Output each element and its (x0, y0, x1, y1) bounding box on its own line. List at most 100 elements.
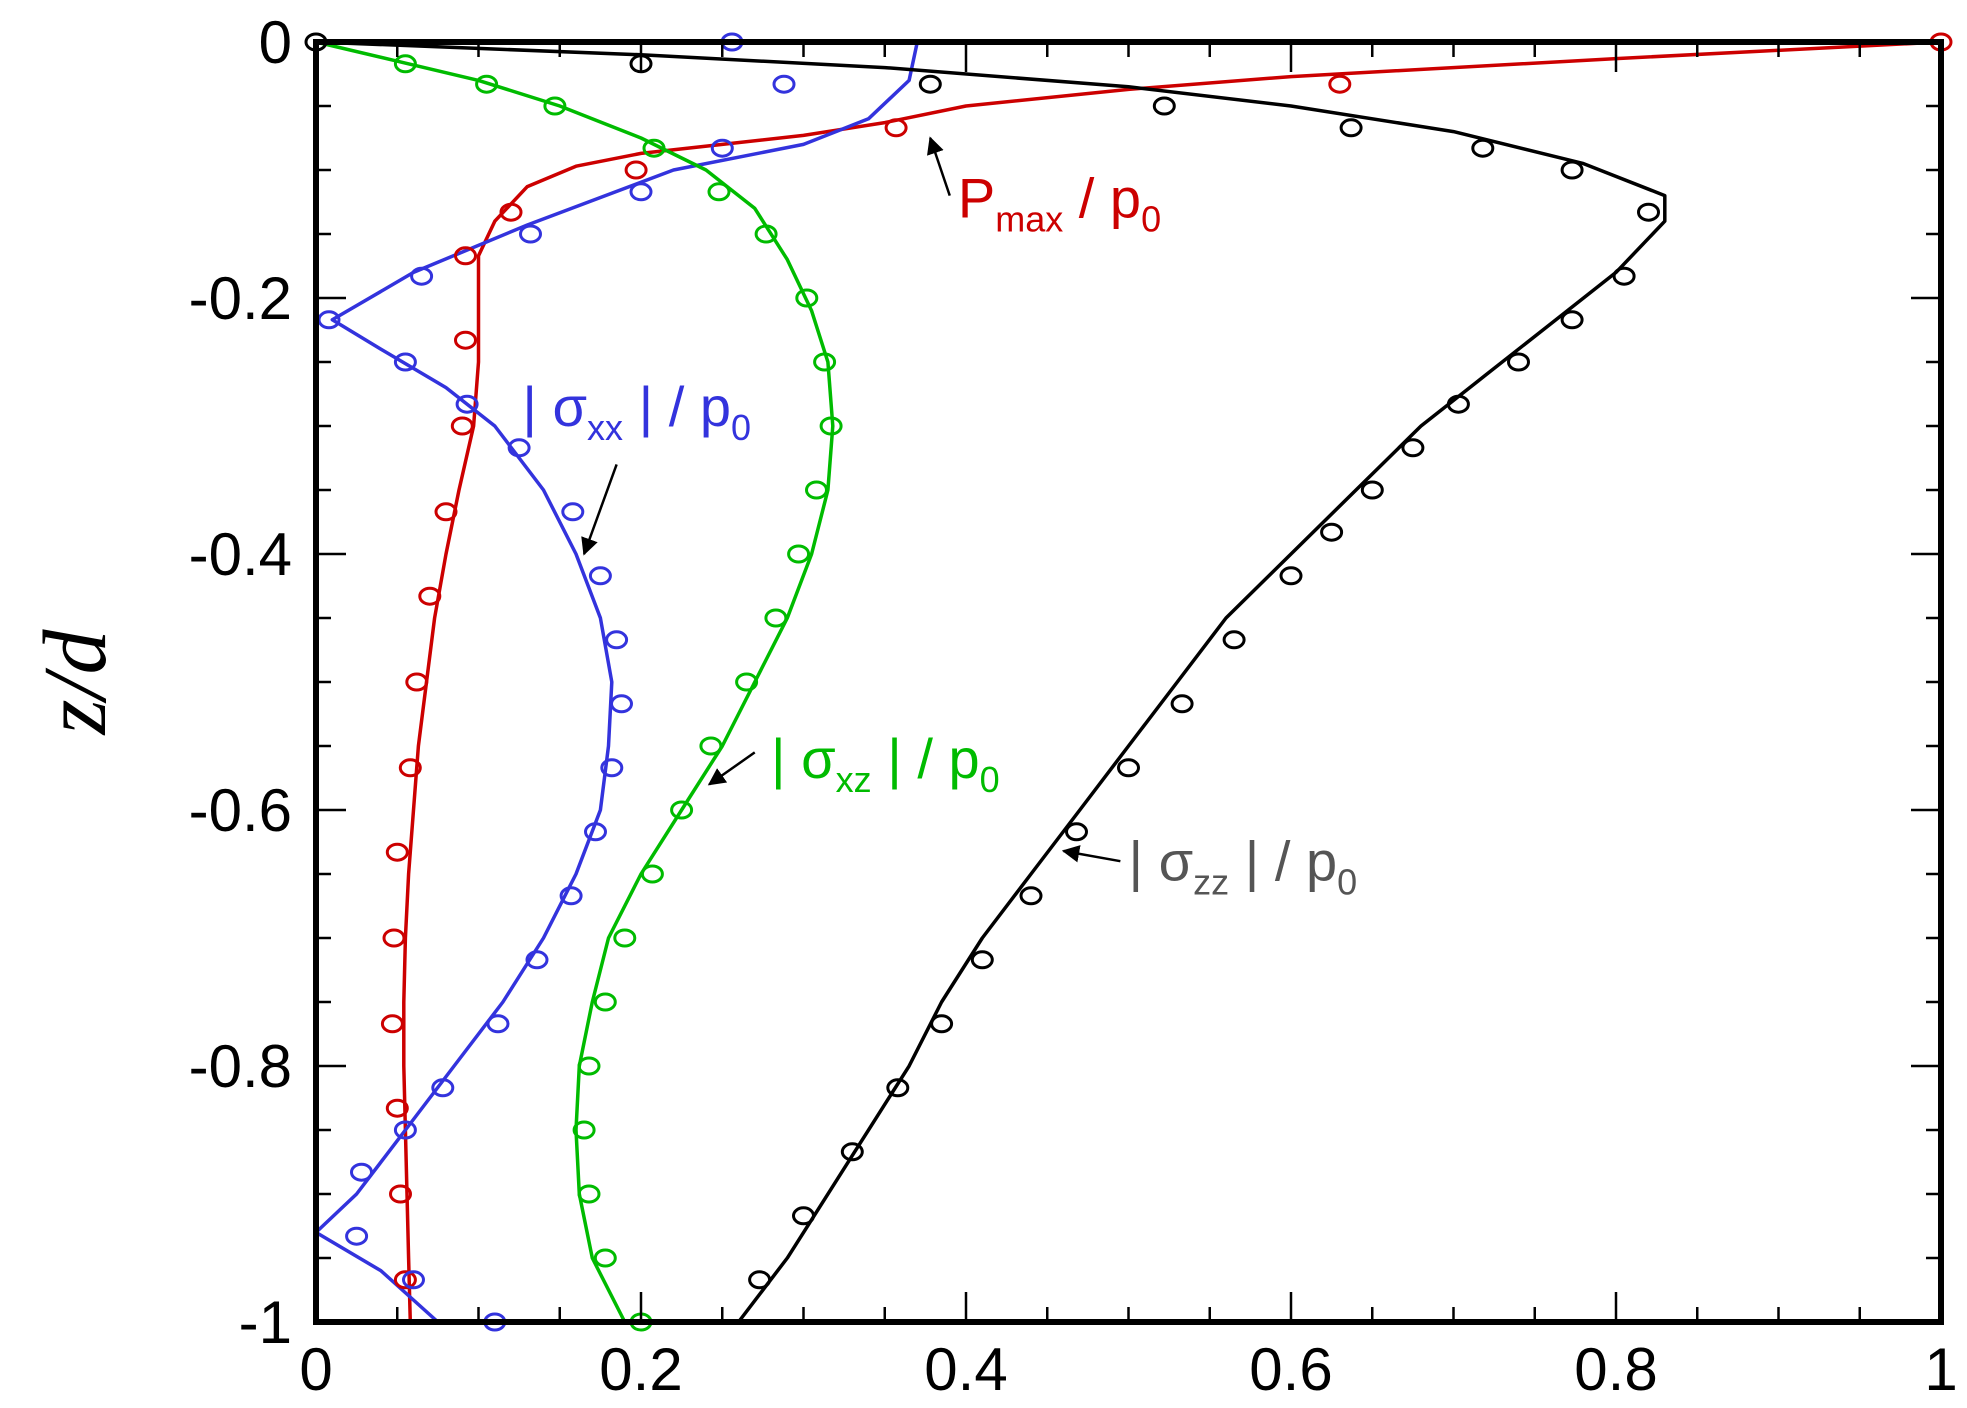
point-sxz-15 (640, 864, 664, 884)
divisor-subscript: 0 (980, 759, 1000, 800)
annotation-szz: | σzz | / p0 (1061, 829, 1357, 902)
y-tick-label-5: -1 (239, 1289, 292, 1356)
point-sxx-16 (559, 886, 583, 906)
point-szz-15 (1279, 566, 1303, 586)
subscript: zz (1193, 861, 1229, 902)
point-szz-13 (1360, 480, 1384, 500)
point-sxx-6 (317, 310, 341, 330)
point-szz-25 (792, 1206, 815, 1226)
curve-pmax (402, 40, 1942, 1323)
annotation-arrow-sxz (707, 751, 756, 786)
point-sxz-9 (805, 480, 828, 500)
point-sxx-4 (519, 224, 542, 244)
divisor: | / p (1229, 829, 1337, 892)
annotations-layer: Pmax / p0| σxx | / p0| σxz | / p0| σzz |… (522, 136, 1357, 902)
annotation-arrow-szz (1061, 845, 1121, 863)
point-sxx-13 (610, 694, 633, 714)
divisor: | / p (872, 727, 980, 790)
curve-szz (315, 40, 1667, 1324)
point-sxz-1 (475, 74, 499, 94)
annotation-pmax: Pmax / p0 (927, 136, 1161, 239)
symbol: σ (1159, 829, 1194, 892)
annotation-label-pmax: Pmax / p0 (958, 166, 1161, 239)
point-szz-7 (1637, 202, 1660, 222)
point-szz-22 (930, 1014, 954, 1034)
point-pmax-14 (380, 1014, 404, 1034)
x-tick-label-0: 0 (299, 1336, 332, 1403)
point-pmax-17 (393, 1270, 417, 1290)
point-sxz-5 (754, 224, 778, 244)
point-pmax-16 (389, 1184, 412, 1204)
point-sxx-5 (410, 266, 434, 286)
point-szz-18 (1117, 758, 1140, 778)
point-sxz-11 (764, 608, 788, 628)
point-pmax-11 (398, 758, 422, 778)
y-tick-label-4: -0.8 (189, 1033, 292, 1100)
symbol: σ (552, 375, 587, 438)
annotation-arrow-pmax (927, 136, 951, 197)
point-sxz-6 (795, 288, 819, 308)
divisor: / p (1063, 166, 1141, 229)
point-szz-26 (748, 1270, 772, 1290)
point-sxx-7 (393, 352, 417, 372)
point-szz-14 (1320, 522, 1344, 542)
annotation-arrow-sxx (581, 463, 618, 556)
point-sxx-9 (507, 438, 531, 458)
curves-layer (314, 40, 1942, 1324)
y-tick-label-3: -0.6 (189, 777, 292, 844)
plot-frame (313, 39, 1944, 1325)
point-sxz-3 (642, 138, 666, 158)
abs-bar: | (1129, 829, 1159, 892)
point-pmax-15 (385, 1098, 409, 1118)
point-szz-10 (1507, 352, 1530, 372)
curve-sxx (314, 41, 920, 1324)
point-szz-8 (1612, 266, 1636, 286)
point-sxx-21 (350, 1162, 373, 1182)
point-sxx-18 (486, 1014, 510, 1034)
point-sxx-19 (431, 1078, 455, 1098)
point-szz-20 (1019, 886, 1043, 906)
point-sxz-2 (543, 96, 567, 116)
subscript: xx (587, 407, 623, 448)
point-sxz-21 (593, 1248, 617, 1268)
y-tick-label-0: 0 (259, 9, 292, 76)
divisor-subscript: 0 (731, 407, 751, 448)
point-szz-16 (1222, 630, 1246, 650)
tick-labels-layer: 0 0.2 0.4 0.6 0.8 1 0 -0.2 -0.4 -0.6 -0.8 -1 (189, 9, 1958, 1403)
divisor: | / p (623, 375, 731, 438)
subscript: max (995, 198, 1063, 239)
abs-bar: | (771, 727, 801, 790)
point-sxz-12 (735, 672, 759, 692)
x-tick-label-3: 0.6 (1249, 1336, 1332, 1403)
annotation-label-sxx: | σxx | / p0 (522, 375, 751, 448)
point-szz-9 (1560, 310, 1584, 330)
point-sxx-17 (525, 950, 549, 970)
point-sxz-14 (670, 800, 694, 820)
point-szz-12 (1401, 438, 1425, 458)
subscript: xz (836, 759, 872, 800)
point-szz-23 (886, 1078, 910, 1098)
point-sxz-0 (393, 54, 417, 74)
point-sxz-20 (577, 1184, 601, 1204)
point-pmax-6 (454, 330, 477, 350)
annotation-label-sxz: | σxz | / p0 (771, 727, 1000, 800)
point-sxx-15 (584, 822, 607, 842)
point-sxz-8 (819, 416, 843, 436)
point-sxz-18 (577, 1056, 601, 1076)
point-sxx-22 (345, 1226, 369, 1246)
abs-bar: | (522, 375, 552, 438)
point-sxx-20 (393, 1120, 417, 1140)
symbol: σ (801, 727, 836, 790)
point-pmax-4 (499, 202, 523, 222)
point-sxz-16 (613, 928, 637, 948)
point-szz-3 (1152, 96, 1176, 116)
point-szz-5 (1471, 138, 1495, 158)
point-sxz-13 (699, 736, 723, 756)
point-pmax-3 (624, 160, 648, 180)
point-pmax-8 (434, 502, 458, 522)
point-pmax-7 (450, 416, 474, 436)
markers-layer (304, 32, 1953, 1332)
y-axis-title: z/d (26, 628, 125, 736)
point-szz-4 (1339, 118, 1363, 138)
